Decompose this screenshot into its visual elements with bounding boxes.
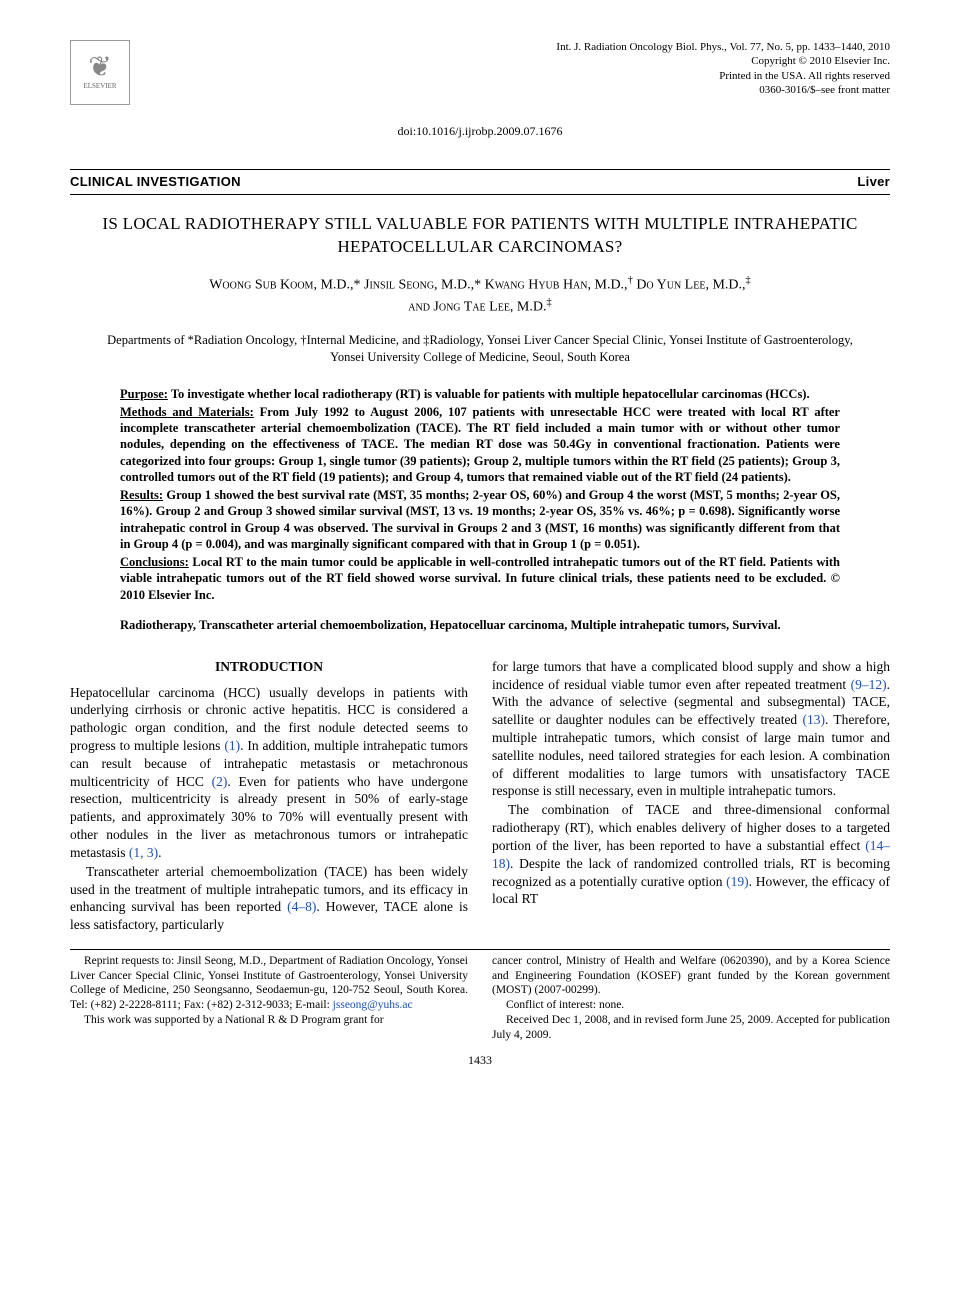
ref-link-4[interactable]: (4–8) xyxy=(287,899,316,914)
ref-link-5[interactable]: (9–12) xyxy=(851,677,887,692)
section-right: Liver xyxy=(857,173,890,191)
body-p4: The combination of TACE and three-dimens… xyxy=(492,801,890,908)
body-p1: Hepatocellular carcinoma (HCC) usually d… xyxy=(70,684,468,862)
purpose-text: To investigate whether local radiotherap… xyxy=(168,387,810,401)
results-text: Group 1 showed the best survival rate (M… xyxy=(120,488,840,551)
journal-info: Int. J. Radiation Oncology Biol. Phys., … xyxy=(556,40,890,97)
funding-right: cancer control, Ministry of Health and W… xyxy=(492,954,890,998)
issn-line: 0360-3016/$–see front matter xyxy=(556,83,890,97)
funding-left: This work was supported by a National R … xyxy=(70,1013,468,1028)
abstract: Purpose: To investigate whether local ra… xyxy=(120,386,840,603)
publisher-label: ELSEVIER xyxy=(83,82,116,91)
publisher-logo: ❦ ELSEVIER xyxy=(70,40,130,105)
conclusions-text: Local RT to the main tumor could be appl… xyxy=(120,555,840,602)
section-bar: CLINICAL INVESTIGATION Liver xyxy=(70,169,890,195)
footer-rule xyxy=(70,949,890,950)
footer: Reprint requests to: Jinsil Seong, M.D.,… xyxy=(70,954,890,1042)
affiliations: Departments of *Radiation Oncology, †Int… xyxy=(90,332,870,366)
footer-left: Reprint requests to: Jinsil Seong, M.D.,… xyxy=(70,954,468,1042)
results-label: Results: xyxy=(120,488,163,502)
section-left: CLINICAL INVESTIGATION xyxy=(70,173,241,191)
page-number: 1433 xyxy=(70,1052,890,1068)
methods-label: Methods and Materials: xyxy=(120,405,254,419)
reprint-info: Reprint requests to: Jinsil Seong, M.D.,… xyxy=(70,954,468,1013)
printed-line: Printed in the USA. All rights reserved xyxy=(556,69,890,83)
journal-line: Int. J. Radiation Oncology Biol. Phys., … xyxy=(556,40,890,54)
tree-icon: ❦ xyxy=(88,54,111,82)
ref-link-2[interactable]: (2) xyxy=(212,774,228,789)
ref-link-6[interactable]: (13) xyxy=(802,712,825,727)
ref-link-8[interactable]: (19) xyxy=(726,874,749,889)
intro-heading: INTRODUCTION xyxy=(70,658,468,676)
conflict-line: Conflict of interest: none. xyxy=(492,998,890,1013)
body-right-column: for large tumors that have a complicated… xyxy=(492,658,890,935)
conclusions-label: Conclusions: xyxy=(120,555,189,569)
keywords: Radiotherapy, Transcatheter arterial che… xyxy=(120,617,840,634)
authors: Woong Sub Koom, M.D.,* Jinsil Seong, M.D… xyxy=(70,273,890,318)
email-link[interactable]: jsseong@yuhs.ac xyxy=(333,999,413,1011)
body-left-column: INTRODUCTION Hepatocellular carcinoma (H… xyxy=(70,658,468,935)
purpose-label: Purpose: xyxy=(120,387,168,401)
ref-link-3[interactable]: (1, 3) xyxy=(129,845,158,860)
doi-line: doi:10.1016/j.ijrobp.2009.07.1676 xyxy=(70,123,890,139)
body-columns: INTRODUCTION Hepatocellular carcinoma (H… xyxy=(70,658,890,935)
article-title: IS LOCAL RADIOTHERAPY STILL VALUABLE FOR… xyxy=(100,213,860,259)
ref-link-1[interactable]: (1) xyxy=(224,738,240,753)
body-p3: for large tumors that have a complicated… xyxy=(492,658,890,801)
body-p2: Transcatheter arterial chemoembolization… xyxy=(70,863,468,934)
received-line: Received Dec 1, 2008, and in revised for… xyxy=(492,1013,890,1042)
footer-right: cancer control, Ministry of Health and W… xyxy=(492,954,890,1042)
header-row: ❦ ELSEVIER Int. J. Radiation Oncology Bi… xyxy=(70,40,890,105)
copyright-line: Copyright © 2010 Elsevier Inc. xyxy=(556,54,890,68)
